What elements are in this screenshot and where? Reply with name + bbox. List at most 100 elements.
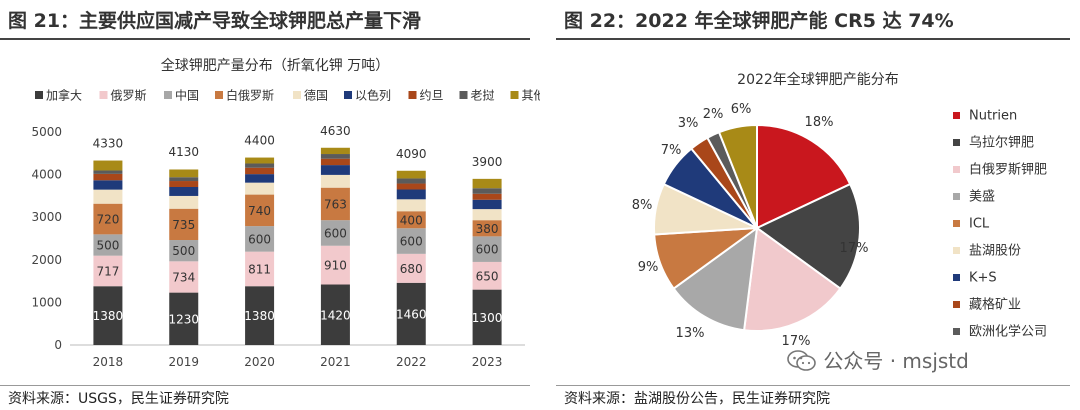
left-figure-panel: 图 21：主要供应国减产导致全球钾肥总产量下滑 全球钾肥产量分布（折氧化钾 万吨… bbox=[0, 10, 541, 407]
pie-legend-label-4: 美盛 bbox=[969, 190, 995, 205]
bar-data-label: 1380 bbox=[244, 309, 275, 323]
pie-legend-swatch-3 bbox=[953, 166, 960, 173]
bar-segment-以色列 bbox=[93, 180, 123, 190]
pie-legend-label-3: 白俄罗斯钾肥 bbox=[969, 162, 1047, 178]
bar-segment-俄罗斯 bbox=[93, 255, 123, 287]
bar-segment-中国 bbox=[245, 226, 275, 252]
legend-label-6: 以色列 bbox=[355, 89, 391, 103]
bar-segment-加拿大 bbox=[245, 286, 275, 345]
pie-legend-label-9: 欧洲化学公司 bbox=[969, 324, 1047, 340]
bar-segment-约旦 bbox=[320, 158, 350, 166]
pie-legend-label-1: Nutrien bbox=[969, 109, 1017, 124]
right-source-rule bbox=[556, 385, 1070, 386]
x-tick-label: 2021 bbox=[320, 355, 351, 369]
legend-swatch-2 bbox=[99, 91, 108, 99]
bar-segment-俄罗斯 bbox=[320, 245, 350, 285]
y-tick-label: 1000 bbox=[31, 295, 62, 309]
y-tick-label: 3000 bbox=[31, 210, 62, 224]
pie-slice-label: 6% bbox=[731, 102, 752, 117]
watermark-text: 公众号 · msjstd bbox=[823, 349, 969, 373]
bar-segment-加拿大 bbox=[93, 286, 123, 345]
bar-data-label: 400 bbox=[400, 213, 423, 227]
pie-slice-label: 2% bbox=[703, 107, 724, 122]
bar-total-label: 4330 bbox=[93, 137, 124, 151]
bar-segment-中国 bbox=[93, 234, 123, 256]
bar-data-label: 380 bbox=[476, 222, 499, 236]
bar-segment-中国 bbox=[396, 228, 426, 254]
y-tick-label: 4000 bbox=[31, 168, 62, 182]
legend-swatch-1 bbox=[35, 91, 43, 99]
bar-data-label: 1300 bbox=[472, 311, 503, 325]
y-tick-label: 2000 bbox=[31, 253, 62, 267]
bar-data-label: 600 bbox=[248, 232, 271, 246]
y-tick-label: 0 bbox=[54, 338, 62, 352]
bar-segment-老挝 bbox=[320, 154, 350, 159]
legend-label-9: 其他 bbox=[522, 89, 541, 103]
pie-chart-title: 2022年全球钾肥产能分布 bbox=[737, 71, 899, 88]
bar-segment-其他 bbox=[169, 169, 199, 178]
bar-segment-老挝 bbox=[245, 163, 275, 168]
bar-data-label: 600 bbox=[476, 243, 499, 257]
bar-segment-加拿大 bbox=[472, 289, 502, 345]
x-tick-label: 2020 bbox=[244, 355, 275, 369]
bar-segment-其他 bbox=[245, 157, 275, 164]
right-figure-panel: 图 22：2022 年全球钾肥产能 CR5 达 74% 2022年全球钾肥产能分… bbox=[556, 0, 1080, 410]
pie-legend-label-7: K+S bbox=[969, 271, 997, 286]
pie-legend-swatch-8 bbox=[953, 301, 960, 308]
bar-data-label: 734 bbox=[172, 270, 195, 284]
bar-segment-以色列 bbox=[169, 186, 199, 196]
pie-legend-swatch-7 bbox=[953, 274, 960, 281]
legend-swatch-8 bbox=[459, 91, 468, 99]
x-tick-label: 2019 bbox=[168, 355, 199, 369]
x-tick-label: 2022 bbox=[396, 355, 427, 369]
bar-data-label: 1380 bbox=[93, 309, 124, 323]
pie-slice-label: 17% bbox=[782, 334, 811, 349]
bar-segment-俄罗斯 bbox=[169, 261, 199, 293]
bar-total-label: 4090 bbox=[396, 147, 427, 161]
legend-swatch-6 bbox=[344, 91, 352, 99]
bar-segment-德国 bbox=[245, 182, 275, 195]
legend-swatch-5 bbox=[293, 91, 301, 99]
x-tick-label: 2023 bbox=[472, 355, 503, 369]
legend-label-1: 加拿大 bbox=[46, 88, 82, 103]
legend-swatch-7 bbox=[408, 91, 417, 99]
bar-segment-老挝 bbox=[396, 178, 426, 184]
bar-total-label: 4130 bbox=[168, 145, 199, 159]
pie-legend-swatch-2 bbox=[953, 139, 960, 146]
bar-segment-约旦 bbox=[396, 183, 426, 190]
bar-data-label: 763 bbox=[324, 197, 347, 211]
bar-segment-老挝 bbox=[169, 177, 199, 182]
bar-segment-以色列 bbox=[245, 174, 275, 183]
bar-data-label: 910 bbox=[324, 259, 347, 273]
bar-segment-约旦 bbox=[169, 181, 199, 187]
left-source-note: 资料来源：USGS，民生证券研究院 bbox=[8, 391, 229, 407]
bar-chart-title: 全球钾肥产量分布（折氧化钾 万吨） bbox=[161, 57, 389, 74]
bar-segment-以色列 bbox=[472, 199, 502, 210]
pie-slice-label: 13% bbox=[676, 326, 705, 341]
bar-segment-德国 bbox=[472, 209, 502, 221]
watermark: 公众号 · msjstd bbox=[787, 345, 969, 374]
right-title-rule bbox=[556, 38, 1070, 40]
pie-legend-label-5: ICL bbox=[969, 217, 990, 232]
pie-slice-label: 18% bbox=[805, 115, 834, 130]
legend-label-5: 德国 bbox=[304, 88, 328, 103]
bar-segment-中国 bbox=[169, 240, 199, 262]
legend-label-2: 俄罗斯 bbox=[111, 89, 147, 103]
y-tick-label: 5000 bbox=[31, 125, 62, 139]
pie-legend-swatch-4 bbox=[953, 193, 960, 200]
pie-slice-label: 8% bbox=[632, 198, 653, 213]
bar-segment-白俄罗斯 bbox=[245, 194, 275, 227]
legend-swatch-4 bbox=[215, 91, 223, 99]
bar-data-label: 1420 bbox=[320, 308, 351, 322]
bar-data-label: 600 bbox=[400, 235, 423, 249]
bar-data-label: 1460 bbox=[396, 307, 427, 321]
bar-segment-以色列 bbox=[396, 189, 426, 200]
bar-segment-加拿大 bbox=[320, 284, 350, 345]
legend-swatch-3 bbox=[164, 91, 172, 99]
bar-segment-白俄罗斯 bbox=[93, 203, 123, 235]
bar-segment-白俄罗斯 bbox=[472, 220, 502, 237]
bar-segment-白俄罗斯 bbox=[169, 208, 199, 241]
pie-slice-美盛 bbox=[672, 225, 759, 332]
pie-legend-label-6: 盐湖股份 bbox=[969, 244, 1021, 259]
left-source-rule bbox=[0, 385, 530, 386]
